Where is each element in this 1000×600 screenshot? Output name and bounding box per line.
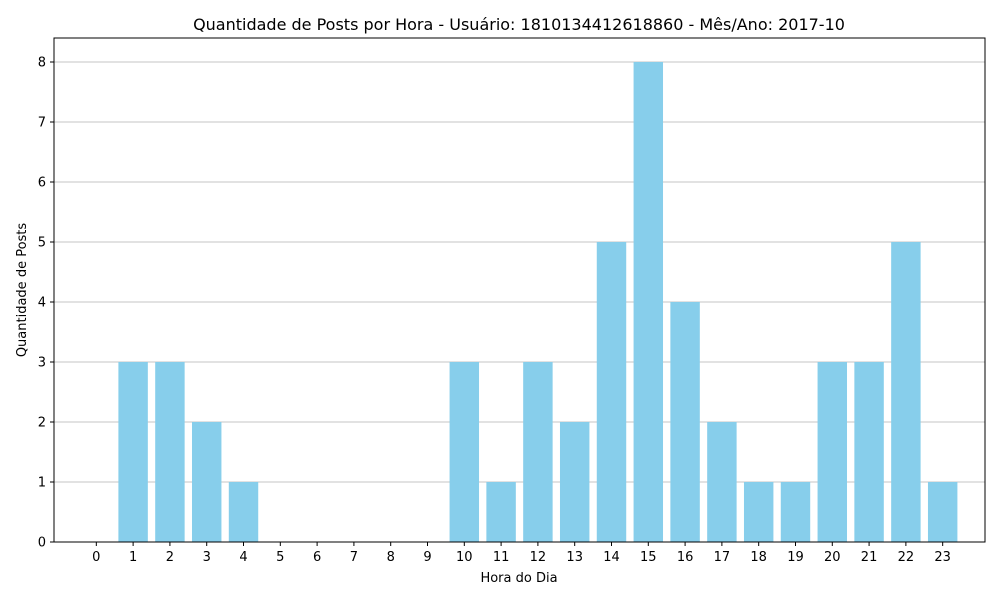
bars bbox=[118, 62, 958, 542]
x-tick-label: 1 bbox=[129, 550, 137, 565]
x-tick-label: 8 bbox=[387, 550, 395, 565]
y-tick-label: 4 bbox=[38, 296, 46, 311]
y-tick-label: 6 bbox=[38, 176, 46, 191]
bar-hour-20 bbox=[817, 362, 848, 542]
bar-hour-23 bbox=[927, 482, 958, 542]
x-tick-label: 11 bbox=[493, 550, 510, 565]
x-tick-label: 18 bbox=[750, 550, 767, 565]
bar-hour-12 bbox=[523, 362, 553, 542]
bar-hour-14 bbox=[596, 242, 627, 542]
x-tick-label: 2 bbox=[166, 550, 174, 565]
x-tick-label: 3 bbox=[203, 550, 211, 565]
x-tick-label: 0 bbox=[92, 550, 100, 565]
y-axis-label: Quantidade de Posts bbox=[15, 223, 30, 358]
x-tick-label: 6 bbox=[313, 550, 321, 565]
y-tick-label: 8 bbox=[38, 56, 46, 71]
bar-hour-19 bbox=[780, 482, 811, 542]
bar-hour-22 bbox=[891, 242, 921, 542]
x-tick-label: 14 bbox=[603, 550, 620, 565]
x-tick-label: 19 bbox=[787, 550, 804, 565]
bar-hour-3 bbox=[191, 422, 222, 542]
y-tick-label: 3 bbox=[38, 356, 46, 371]
chart-title: Quantidade de Posts por Hora - Usuário: … bbox=[193, 15, 845, 34]
bar-hour-4 bbox=[228, 482, 259, 542]
y-tick-label: 7 bbox=[38, 116, 46, 131]
x-axis-ticks: 0 1 2 3 4 5 6 7 8 9 10 11 12 13 14 15 16 17 18 19 20 21 22 23 bbox=[92, 542, 951, 565]
x-tick-label: 17 bbox=[714, 550, 731, 565]
bar-hour-11 bbox=[486, 482, 516, 542]
y-tick-label: 2 bbox=[38, 416, 46, 431]
x-tick-label: 10 bbox=[456, 550, 473, 565]
bar-hour-16 bbox=[670, 302, 700, 542]
y-tick-label: 0 bbox=[38, 536, 46, 551]
x-tick-label: 4 bbox=[239, 550, 247, 565]
bar-hour-18 bbox=[743, 482, 774, 542]
x-tick-label: 23 bbox=[934, 550, 951, 565]
y-tick-label: 5 bbox=[38, 236, 46, 251]
bar-hour-13 bbox=[559, 422, 590, 542]
bar-hour-10 bbox=[449, 362, 480, 542]
x-tick-label: 16 bbox=[677, 550, 694, 565]
bar-hour-17 bbox=[707, 422, 737, 542]
x-tick-label: 22 bbox=[898, 550, 915, 565]
x-tick-label: 15 bbox=[640, 550, 657, 565]
x-tick-label: 5 bbox=[276, 550, 284, 565]
bar-hour-21 bbox=[854, 362, 884, 542]
bar-hour-1 bbox=[118, 362, 148, 542]
y-tick-label: 1 bbox=[38, 476, 46, 491]
x-tick-label: 21 bbox=[861, 550, 878, 565]
plot-frame bbox=[53, 37, 986, 543]
y-axis-ticks: 0 1 2 3 4 5 6 7 8 bbox=[38, 56, 54, 551]
x-tick-label: 20 bbox=[824, 550, 841, 565]
bar-hour-15 bbox=[633, 62, 664, 542]
x-tick-label: 9 bbox=[423, 550, 431, 565]
x-tick-label: 7 bbox=[350, 550, 358, 565]
x-tick-label: 12 bbox=[530, 550, 547, 565]
bar-hour-2 bbox=[155, 362, 185, 542]
x-tick-label: 13 bbox=[566, 550, 583, 565]
x-axis-label: Hora do Dia bbox=[480, 571, 557, 586]
